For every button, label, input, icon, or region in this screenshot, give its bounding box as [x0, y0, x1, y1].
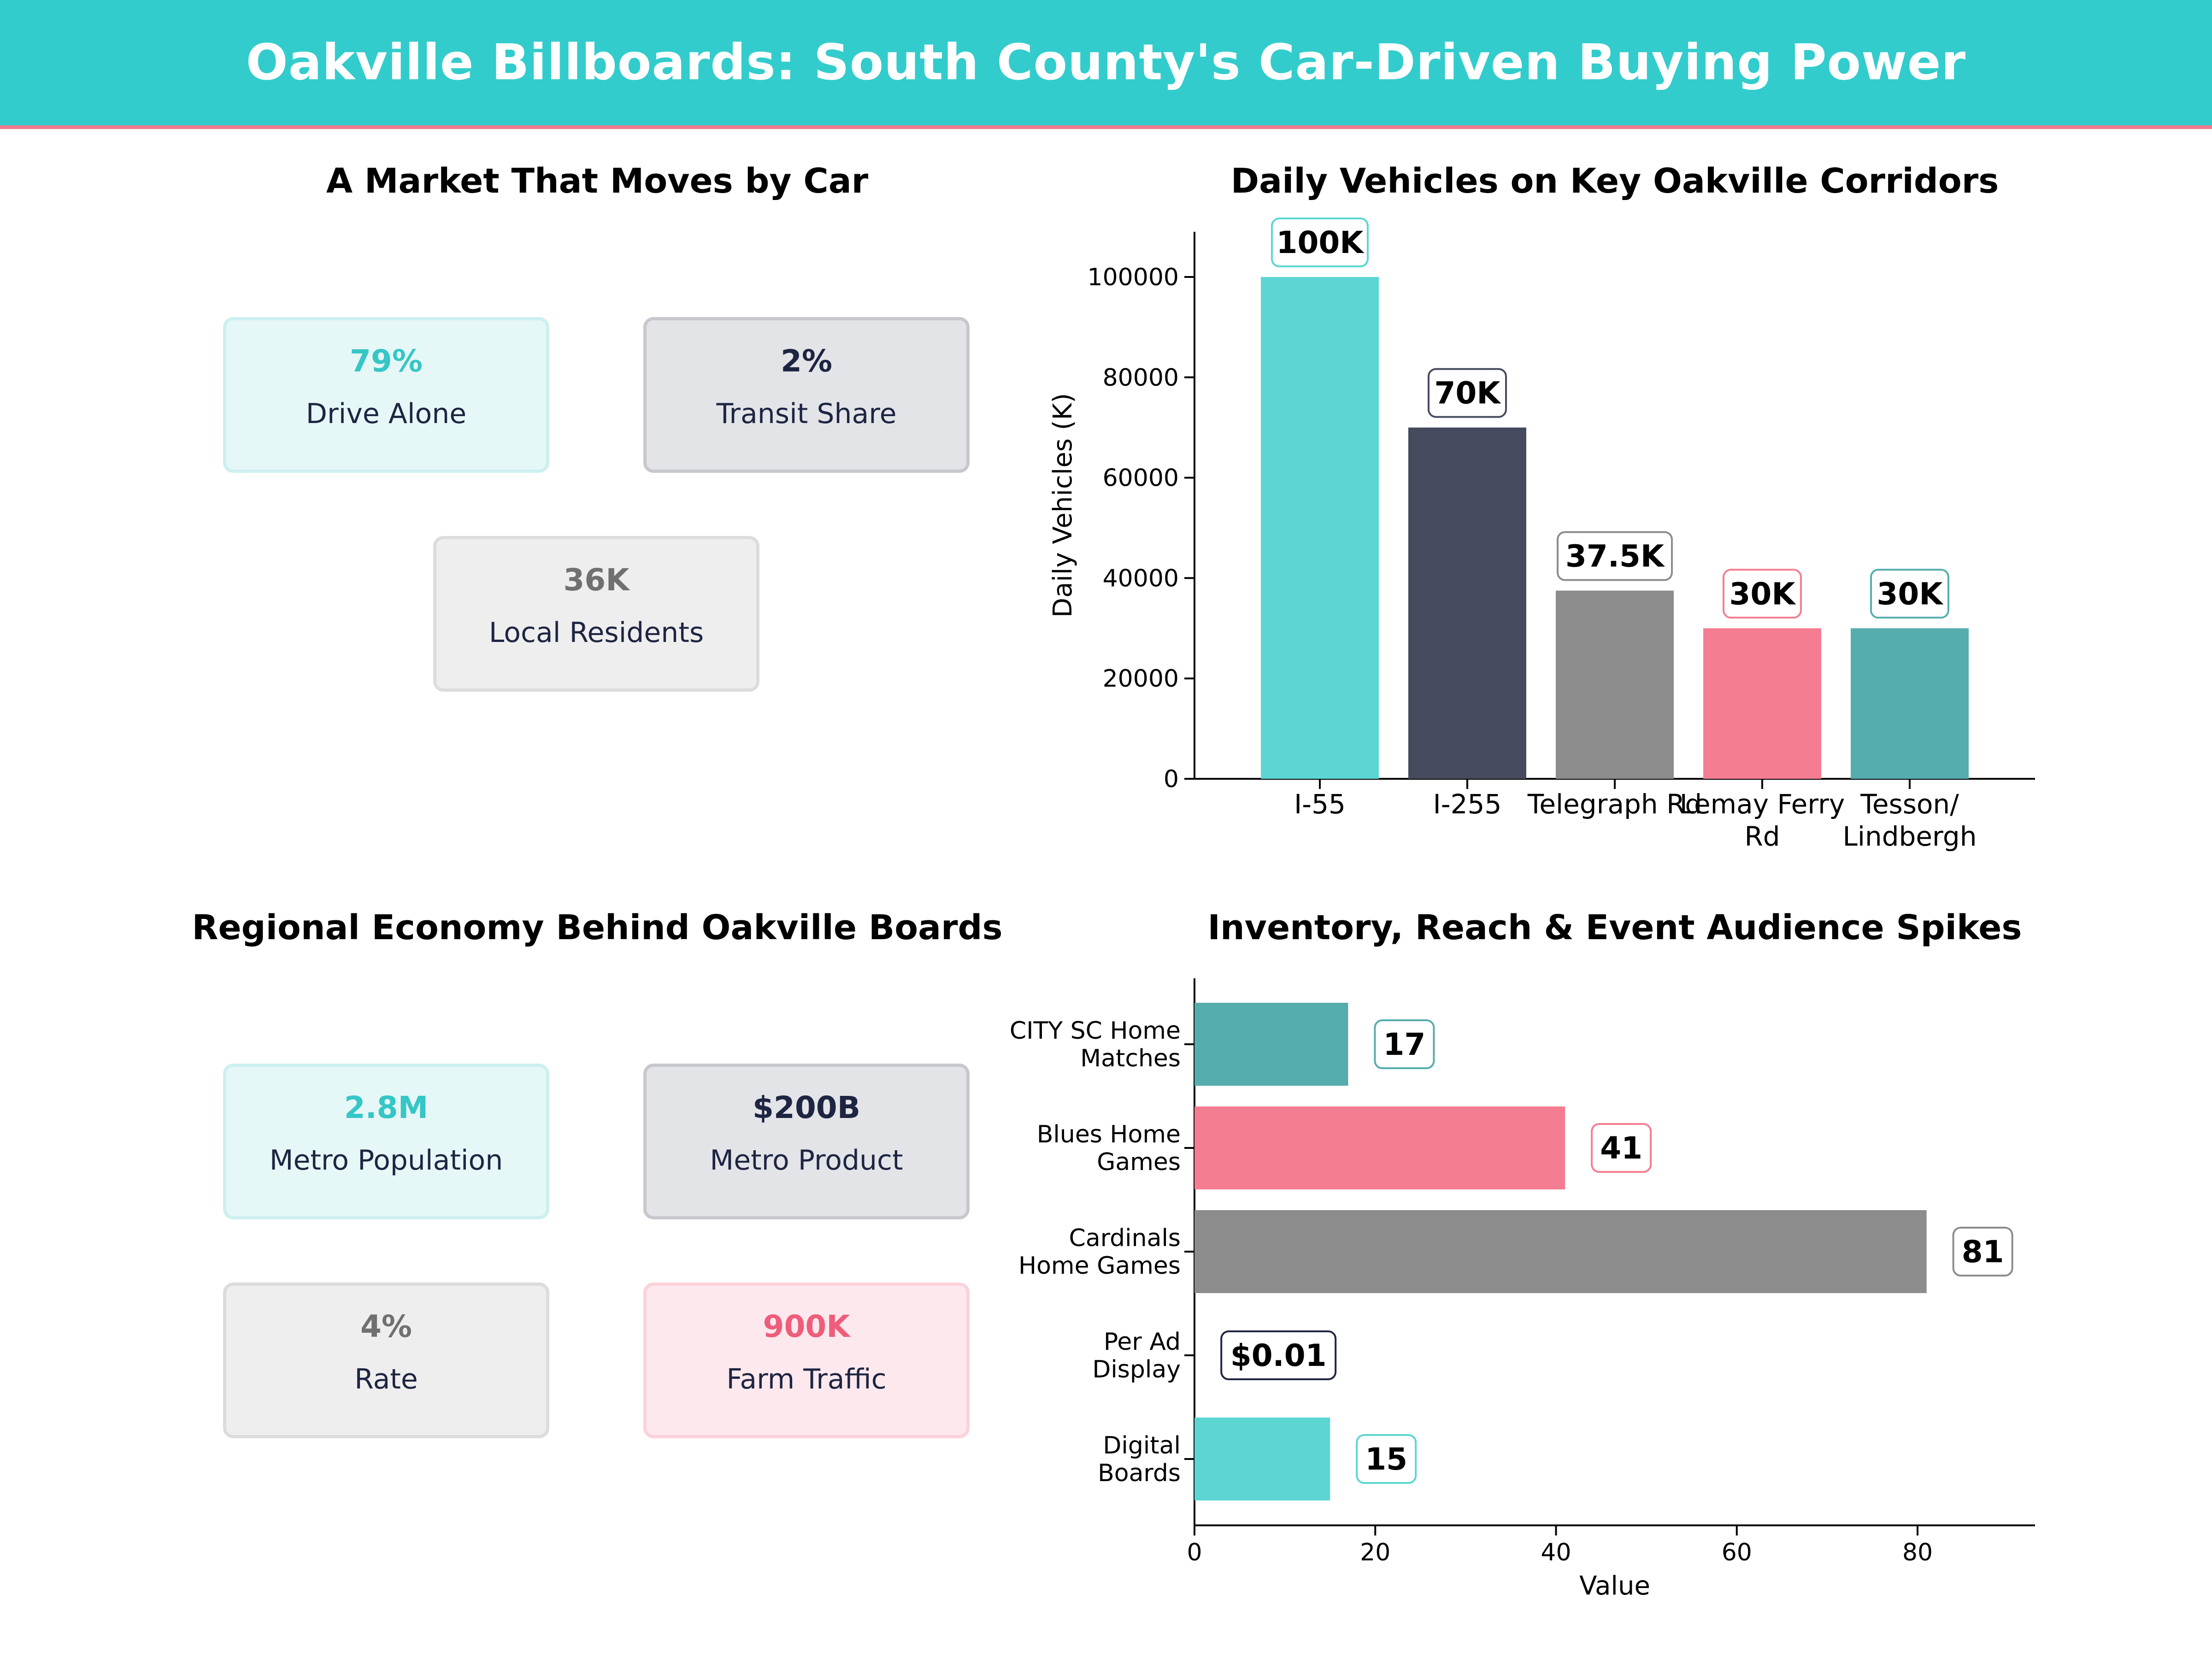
data-label-box — [1557, 531, 1673, 581]
kpi-card-local-residents: 36K Local Residents — [433, 536, 759, 692]
y-tick-label: Boards — [1098, 1459, 1181, 1487]
kpi-label: Metro Product — [710, 1144, 903, 1177]
x-tick-label: 60 — [1722, 1539, 1752, 1566]
x-tick-label: Tesson/ — [1860, 788, 1959, 820]
data-label: 37.5K — [1565, 539, 1665, 574]
x-tick-label: Telegraph Rd — [1527, 788, 1702, 820]
bar — [1556, 590, 1674, 779]
kpi-label: Metro Population — [269, 1144, 503, 1177]
kpi-label: Rate — [354, 1363, 418, 1395]
kpi-label: Local Residents — [488, 617, 704, 649]
data-label-box — [1870, 569, 1949, 619]
data-label: 15 — [1365, 1441, 1407, 1477]
y-tick-label: Blues Home — [1037, 1121, 1181, 1148]
header-banner: Oakville Billboards: South County's Car-… — [0, 0, 2212, 129]
y-tick-label: Matches — [1080, 1045, 1181, 1072]
kpi-value: 2% — [780, 343, 833, 379]
y-tick-label: 80000 — [1103, 364, 1179, 392]
bar — [1851, 628, 1969, 779]
kpi-card-metro-product: $200B Metro Product — [643, 1064, 970, 1219]
kpi-value: 4% — [360, 1309, 412, 1344]
data-label: $0.01 — [1230, 1338, 1327, 1373]
kpi-card-transit-share: 2% Transit Share — [643, 317, 970, 473]
bar — [1194, 1106, 1565, 1189]
x-tick-label: I-255 — [1433, 788, 1502, 820]
corridor-chart-title: Daily Vehicles on Key Oakville Corridors — [1230, 161, 1999, 201]
y-tick-label: Games — [1097, 1148, 1181, 1176]
kpi-card-farm-traffic: 900K Farm Traffic — [643, 1282, 970, 1438]
data-label: 41 — [1600, 1130, 1642, 1166]
page-title: Oakville Billboards: South County's Car-… — [246, 34, 1966, 91]
x-tick-label: 0 — [1187, 1539, 1202, 1566]
bar — [1194, 1003, 1348, 1086]
y-tick-label: CITY SC Home — [1010, 1017, 1181, 1045]
x-tick-label: Rd — [1744, 821, 1780, 852]
x-tick-label: Lindbergh — [1843, 821, 1977, 852]
kpi-card-metro-population: 2.8M Metro Population — [223, 1064, 549, 1219]
x-axis-label: Value — [1579, 1571, 1650, 1601]
kpi-value: 2.8M — [344, 1090, 429, 1125]
y-tick-label: Cardinals — [1069, 1224, 1181, 1252]
y-tick-label: 0 — [1164, 765, 1179, 793]
data-label-box — [1952, 1227, 2013, 1277]
data-label: 100K — [1277, 225, 1365, 260]
data-label: 17 — [1383, 1027, 1425, 1062]
data-label-box — [1428, 368, 1507, 418]
kpi-card-drive-alone: 79% Drive Alone — [223, 317, 549, 473]
bar — [1194, 1210, 1927, 1293]
kpi-value: 79% — [350, 343, 423, 379]
y-tick-label: Home Games — [1018, 1252, 1181, 1280]
data-label: 30K — [1730, 576, 1797, 612]
data-label: 70K — [1435, 376, 1502, 411]
x-tick-label: 20 — [1360, 1539, 1390, 1566]
y-axis-label: Daily Vehicles (K) — [1048, 393, 1078, 618]
data-label-box — [1271, 218, 1369, 268]
x-tick-label: Lemay Ferry — [1680, 788, 1845, 820]
bar — [1261, 277, 1379, 779]
kpi-value: 36K — [563, 562, 629, 598]
data-label-box — [1374, 1019, 1435, 1069]
data-label-box — [1220, 1330, 1337, 1380]
data-label: 30K — [1877, 576, 1944, 612]
kpi-label: Transit Share — [716, 398, 897, 430]
kpi-label: Drive Alone — [306, 398, 467, 430]
kpi-label: Farm Traffic — [726, 1363, 887, 1395]
x-tick-label: 40 — [1541, 1539, 1571, 1566]
data-label-box — [1356, 1434, 1417, 1484]
x-tick-label: I-55 — [1294, 788, 1346, 820]
market-panel-title: A Market That Moves by Car — [326, 161, 869, 201]
x-tick-label: 80 — [1902, 1539, 1933, 1566]
inventory-chart-title: Inventory, Reach & Event Audience Spikes — [1207, 908, 2022, 947]
kpi-value: 900K — [763, 1309, 850, 1344]
y-tick-label: Display — [1092, 1356, 1181, 1383]
economy-panel-title: Regional Economy Behind Oakville Boards — [192, 908, 1003, 947]
kpi-value: $200B — [753, 1090, 860, 1125]
data-label: 81 — [1962, 1234, 2004, 1270]
y-tick-label: 40000 — [1103, 565, 1179, 592]
y-tick-label: 20000 — [1103, 665, 1179, 693]
y-tick-label: 60000 — [1103, 465, 1179, 492]
kpi-card-rate: 4% Rate — [223, 1282, 549, 1438]
y-tick-label: 100000 — [1087, 264, 1179, 291]
y-tick-label: Per Ad — [1104, 1328, 1181, 1356]
data-label-box — [1591, 1123, 1652, 1173]
data-label-box — [1723, 569, 1802, 619]
bar — [1408, 427, 1526, 779]
bar — [1194, 1418, 1330, 1500]
bar — [1703, 628, 1821, 779]
y-tick-label: Digital — [1103, 1432, 1181, 1459]
